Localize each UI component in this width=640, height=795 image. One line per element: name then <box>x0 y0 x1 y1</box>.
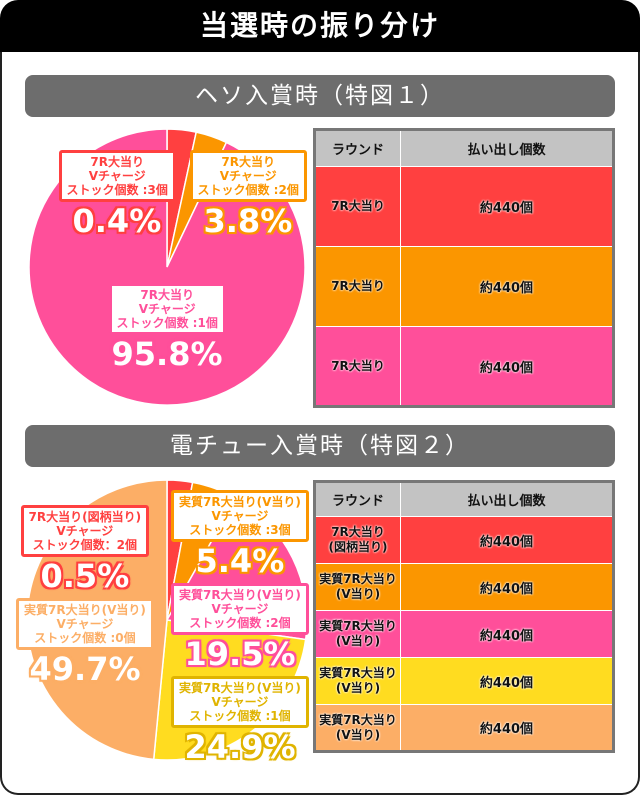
slice-percent: 49.7% <box>29 650 141 688</box>
slice-label-line: ストック個数 :2個 <box>197 183 299 197</box>
slice-label-line: ストック個数 :2個 <box>189 616 291 630</box>
slice-label-line: Vチャージ <box>138 302 196 316</box>
slice-label-line: 実質7R大当り(V当り) <box>179 588 301 602</box>
slice-percent: 3.8% <box>203 202 293 240</box>
table-row: 実質7R大当り (V当り) 約440個 <box>314 610 614 658</box>
slice-label-line: 7R大当り <box>221 155 275 169</box>
slice-label-line: ストック個数 :1個 <box>189 709 291 723</box>
round-text: 7R大当り <box>331 199 385 213</box>
slice-label: 実質7R大当り(V当り) Vチャージ ストック個数 :0個 <box>16 598 154 650</box>
slice-percent: 5.4% <box>195 542 285 580</box>
slice-label-line: ストック個数 :0個 <box>34 631 136 645</box>
slice-percent: 0.5% <box>40 557 130 595</box>
header-round: ラウンド <box>314 481 401 517</box>
slice-label: 7R大当り Vチャージ ストック個数 :2個 <box>189 150 307 202</box>
table-row: 7R大当り 約440個 <box>314 166 614 247</box>
slice-label-line: Vチャージ <box>211 602 269 616</box>
slice-label-line: Vチャージ <box>56 617 114 631</box>
slice-label: 実質7R大当り(V当り) Vチャージ ストック個数 :1個 <box>171 676 309 728</box>
section-title-dench: 電チュー入賞時（特図２） <box>25 425 615 467</box>
payout-table-dench: ラウンド 払い出し個数 7R大当り (図柄当り) 約440個 実質7R大当り (V当り) 約… <box>313 480 615 753</box>
slice-label: 実質7R大当り(V当り) Vチャージ ストック個数 :2個 <box>171 583 309 635</box>
slice-label-line: Vチャージ <box>211 509 269 523</box>
table-row: 実質7R大当り (V当り) 約440個 <box>314 704 614 752</box>
round-text: (V当り) <box>335 634 381 648</box>
table-row: 7R大当り 約440個 <box>314 246 614 327</box>
round-cell: 7R大当り <box>314 326 401 407</box>
slice-label-line: ストック個数 :1個 <box>116 316 218 330</box>
round-text: 実質7R大当り <box>319 619 397 633</box>
payout-cell: 約440個 <box>400 246 614 327</box>
slice-label: 7R大当り Vチャージ ストック個数 :1個 <box>108 283 226 335</box>
slice-label: 7R大当り(図柄当り) Vチャージ ストック個数：2個 <box>20 505 150 557</box>
slice-label-line: ストック個数 :3個 <box>66 183 168 197</box>
payout-cell: 約440個 <box>400 516 614 564</box>
slice-label-line: Vチャージ <box>88 169 146 183</box>
table-row: 実質7R大当り (V当り) 約440個 <box>314 563 614 611</box>
payout-cell: 約440個 <box>400 657 614 705</box>
round-cell: 実質7R大当り (V当り) <box>314 563 401 611</box>
slice-percent: 0.4% <box>72 202 162 240</box>
slice-label-line: Vチャージ <box>211 695 269 709</box>
round-text: 実質7R大当り <box>319 572 397 586</box>
slice-label-line: 7R大当り(図柄当り) <box>28 510 142 524</box>
header-payout: 払い出し個数 <box>400 481 614 517</box>
slice-percent: 95.8% <box>111 335 223 373</box>
payout-cell: 約440個 <box>400 610 614 658</box>
slice-label-line: 実質7R大当り(V当り) <box>179 495 301 509</box>
slice-label-line: Vチャージ <box>219 169 277 183</box>
round-cell: 実質7R大当り (V当り) <box>314 657 401 705</box>
slice-percent: 24.9% <box>184 728 296 766</box>
slice-label-line: 実質7R大当り(V当り) <box>24 603 146 617</box>
round-cell: 7R大当り <box>314 246 401 327</box>
page-title: 当選時の振り分け <box>0 0 640 54</box>
slice-percent: 19.5% <box>184 635 296 673</box>
round-text: (V当り) <box>335 587 381 601</box>
payout-cell: 約440個 <box>400 563 614 611</box>
slice-label-line: 実質7R大当り(V当り) <box>179 681 301 695</box>
slice-label-line: ストック個数：2個 <box>32 538 137 552</box>
slice-label-line: 7R大当り <box>90 155 144 169</box>
round-text: (V当り) <box>335 727 381 742</box>
header-round: ラウンド <box>314 129 401 167</box>
round-text: 実質7R大当り <box>319 712 397 727</box>
round-text: 実質7R大当り <box>319 666 397 680</box>
round-text: (図柄当り) <box>328 540 388 554</box>
payout-cell: 約440個 <box>400 326 614 407</box>
slice-label-line: 7R大当り <box>140 288 194 302</box>
payout-cell: 約440個 <box>400 704 614 752</box>
round-text: 7R大当り <box>331 358 385 373</box>
slice-label-line: ストック個数 :3個 <box>189 523 291 537</box>
payout-table-heso: ラウンド 払い出し個数 7R大当り 約440個 7R大当り 約440個 7R大当り 約440… <box>313 128 615 408</box>
round-cell: 実質7R大当り (V当り) <box>314 610 401 658</box>
payout-cell: 約440個 <box>400 166 614 247</box>
table-row: 実質7R大当り (V当り) 約440個 <box>314 657 614 705</box>
table-row: 7R大当り (図柄当り) 約440個 <box>314 516 614 564</box>
slice-label-line: Vチャージ <box>56 524 114 538</box>
table-row: 7R大当り 約440個 <box>314 326 614 407</box>
slice-label: 実質7R大当り(V当り) Vチャージ ストック個数 :3個 <box>171 490 309 542</box>
round-text: (V当り) <box>335 681 381 695</box>
round-cell: 7R大当り <box>314 166 401 247</box>
section-title-heso: ヘソ入賞時（特図１） <box>25 75 615 117</box>
round-cell: 実質7R大当り (V当り) <box>314 704 401 752</box>
round-text: 7R大当り <box>331 279 385 293</box>
header-payout: 払い出し個数 <box>400 129 614 167</box>
round-cell: 7R大当り (図柄当り) <box>314 516 401 564</box>
slice-label: 7R大当り Vチャージ ストック個数 :3個 <box>58 150 176 202</box>
round-text: 7R大当り <box>331 525 385 539</box>
